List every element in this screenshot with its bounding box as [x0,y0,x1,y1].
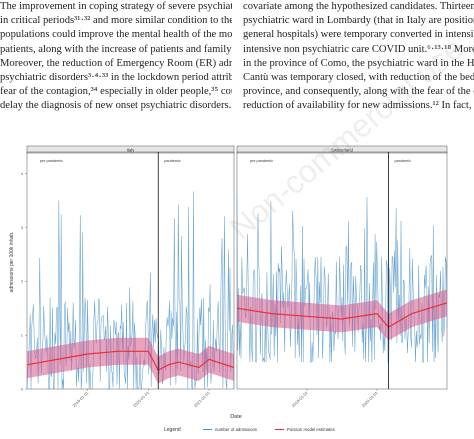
y-axis-label: admissions per 100k inhab. [9,232,15,293]
estimate-confidence-band [237,289,447,341]
right-column-line: covariate among the hypothesized candida… [243,1,474,12]
facet-strip [236,145,448,154]
left-column-line: The improvement in coping strategy of se… [0,1,232,12]
right-column-line: reduction of availability for new admiss… [243,100,474,112]
body-text-right-column: covariate among the hypothesized candida… [243,0,474,114]
y-tick-label: 1 [21,333,24,338]
left-column-line: in critical periods³¹·³² and more simila… [0,15,232,27]
right-column-line: general hospitals) were temporary conver… [243,29,474,41]
y-tick-label: 4 [21,171,24,176]
left-column-line: delay the diagnosis of new onset psychia… [0,100,232,112]
y-tick-label: 0 [21,386,24,391]
left-column-line: Moreover, the reduction of Emergency Roo… [0,57,232,69]
panel-frame [26,151,235,390]
right-column-line: psychiatric ward in Lombardy (that in It… [243,15,474,27]
left-column-line: patients, along with the increase of pat… [0,43,232,55]
right-column-line: intensive non psychiatric care COVID uni… [243,43,474,55]
left-column-line: fear of the contagion,³⁴ especially in o… [0,86,232,98]
y-tick-label: 2 [21,279,24,284]
estimate-series-line [236,302,448,328]
estimate-confidence-band [27,337,234,384]
facet-strip-label: Italy [127,148,136,153]
period-label-post: pandemic [164,159,181,163]
left-column-line: populations could improve the mental hea… [0,29,232,41]
x-axis-label: Date [230,414,242,420]
period-label-pre: pre pandemic [250,159,273,163]
panel-frame [236,151,448,390]
left-column-line: psychiatric disorders³·⁴·³³ in the lockd… [0,72,232,84]
period-label-pre: pre pandemic [40,159,63,163]
facet-strip-label: Switzerland [331,148,353,153]
right-column-line: province, and consequently, along with t… [243,86,474,98]
right-column-line: in the province of Como, the psychiatric… [243,57,474,69]
period-label-post: pandemic [395,159,412,163]
right-column-line: Cantù was temporary closed, with reducti… [243,72,474,84]
y-tick-label: 3 [21,225,24,230]
legend-title: Legend [164,427,181,433]
legend: Legend number of admissions Poisson mode… [164,427,335,433]
legend-label-estimates: Poisson model estimates [287,427,335,432]
legend-label-admissions: number of admissions [215,427,257,432]
facet-strip [26,145,235,154]
body-text-left-column: The improvement in coping strategy of se… [0,0,232,114]
